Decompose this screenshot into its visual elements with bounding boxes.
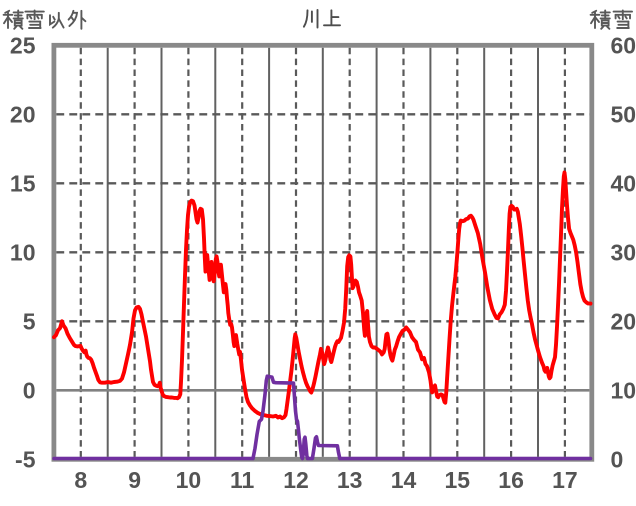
svg-text:50: 50	[611, 102, 636, 128]
svg-text:60: 60	[611, 33, 636, 59]
svg-text:8: 8	[74, 467, 87, 493]
svg-text:20: 20	[10, 102, 36, 128]
svg-text:9: 9	[128, 467, 141, 493]
svg-text:12: 12	[283, 467, 309, 493]
svg-text:10: 10	[10, 240, 36, 266]
svg-text:14: 14	[391, 467, 417, 493]
svg-text:11: 11	[230, 467, 255, 493]
svg-text:25: 25	[10, 33, 36, 59]
svg-text:16: 16	[498, 467, 524, 493]
svg-text:-5: -5	[15, 447, 36, 473]
svg-text:10: 10	[611, 378, 636, 404]
svg-text:40: 40	[611, 171, 636, 197]
svg-text:0: 0	[611, 447, 624, 473]
svg-text:20: 20	[611, 309, 636, 335]
svg-text:17: 17	[552, 467, 578, 493]
svg-text:0: 0	[23, 378, 36, 404]
svg-text:15: 15	[10, 171, 36, 197]
svg-text:30: 30	[611, 240, 636, 266]
svg-text:5: 5	[23, 309, 36, 335]
svg-text:13: 13	[337, 467, 363, 493]
svg-text:15: 15	[445, 467, 471, 493]
svg-text:10: 10	[176, 467, 202, 493]
